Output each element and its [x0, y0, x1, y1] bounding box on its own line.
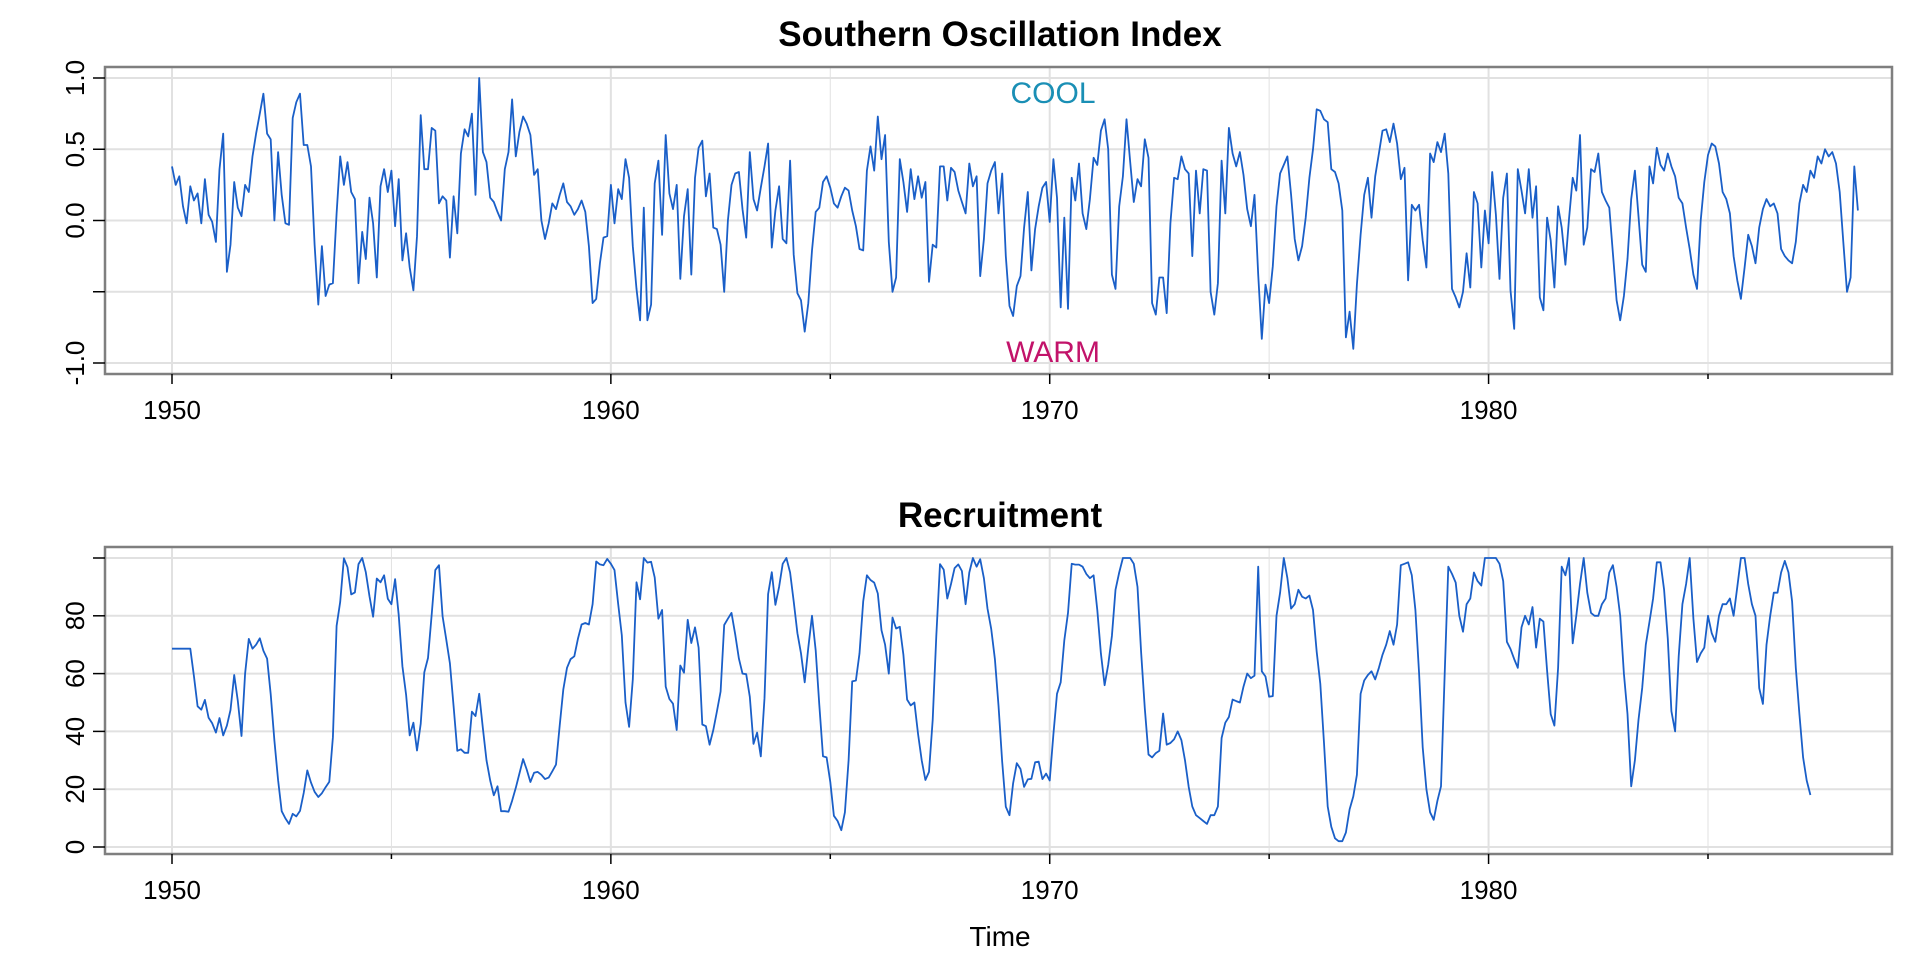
cool-annotation: COOL [1010, 77, 1095, 110]
soi-series-line [171, 77, 1859, 350]
soi-title: Southern Oscillation Index [778, 15, 1222, 54]
recruitment-series-line [172, 557, 1812, 843]
soi-y-tick-label: 0.0 [60, 202, 90, 238]
recruitment-x-tick-label: 1970 [1021, 875, 1079, 905]
soi-x-tick-label: 1980 [1460, 395, 1518, 425]
soi-x-tick-label: 1970 [1021, 395, 1079, 425]
recruitment-y-tick-label: 60 [60, 659, 90, 688]
recruitment-panel: Recruitment 0 20 40 60 80 1950 1960 1970 1980 T… [60, 496, 1894, 952]
soi-x-tick-label: 1960 [582, 395, 640, 425]
recruitment-title: Recruitment [898, 496, 1103, 535]
soi-y-axis: -1.0 0.0 0.5 1.0 [60, 60, 105, 385]
recruitment-y-tick-label: 0 [60, 840, 90, 854]
soi-y-tick-label: -1.0 [60, 341, 90, 386]
recruitment-plot-frame [103, 545, 1894, 856]
soi-y-tick-label: 1.0 [60, 60, 90, 96]
warm-annotation: WARM [1006, 336, 1100, 369]
recruitment-x-tick-label: 1960 [582, 875, 640, 905]
recruitment-x-tick-label: 1980 [1460, 875, 1518, 905]
x-axis-label: Time [969, 921, 1030, 952]
soi-x-tick-label: 1950 [143, 395, 201, 425]
soi-y-tick-label: 0.5 [60, 131, 90, 167]
recruitment-x-axis: 1950 1960 1970 1980 [143, 854, 1709, 905]
recruitment-y-tick-label: 80 [60, 601, 90, 630]
soi-grid [105, 67, 1892, 374]
recruitment-y-tick-label: 20 [60, 775, 90, 804]
soi-panel: Southern Oscillation Index -1.0 0.0 0.5 1.0… [60, 15, 1894, 425]
recruitment-y-axis: 0 20 40 60 80 [60, 557, 105, 854]
recruitment-x-tick-label: 1950 [143, 875, 201, 905]
soi-x-axis: 1950 1960 1970 1980 [143, 374, 1709, 425]
recruitment-y-tick-label: 40 [60, 717, 90, 746]
